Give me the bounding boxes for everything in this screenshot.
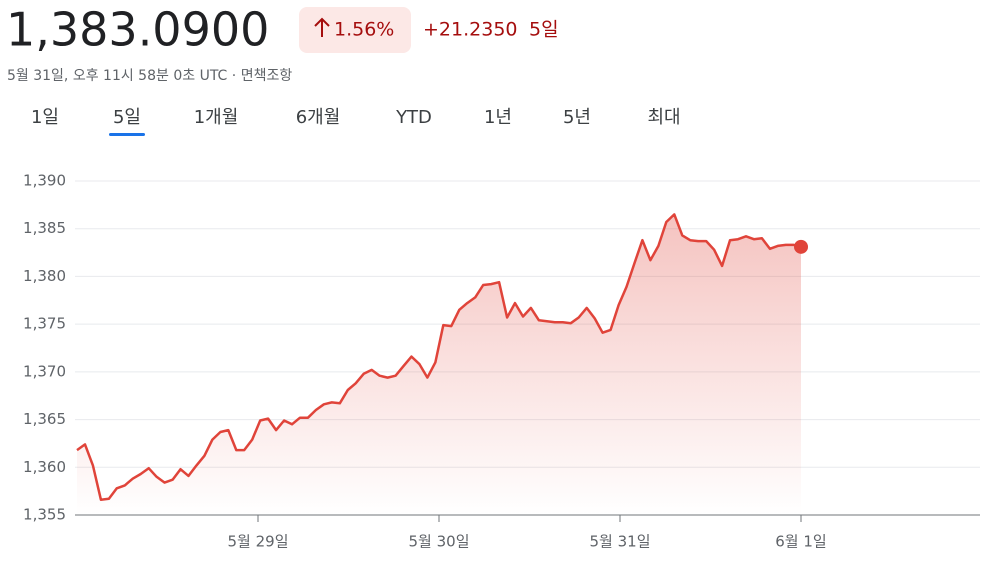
price: 1,383.0900 [6, 3, 269, 57]
y-tick-label: 1,385 [23, 219, 66, 237]
plot: 1,355 1,360 1,365 1,370 1,375 1,380 1,385 1,390… [23, 172, 980, 551]
line [76, 213, 802, 501]
disclaimer-link[interactable]: 면책조항 [241, 68, 293, 84]
range-tab[interactable]: 1개월 [194, 107, 239, 128]
range-tabs: 1일 5일 1개월 6개월 YTD 1년 5년 최대 [31, 107, 681, 136]
y-tick-label: 1,355 [23, 506, 66, 524]
selected-underline [109, 133, 145, 136]
range-tab[interactable]: YTD [395, 107, 432, 128]
y-tick-label: 1,365 [23, 410, 66, 428]
x-tick-label: 5월 31일 [590, 533, 651, 551]
x-tick-label: 5월 29일 [228, 533, 289, 551]
y-tick-label: 1,380 [23, 267, 66, 285]
range-tab[interactable]: 1일 [31, 107, 59, 128]
y-tick-label: 1,370 [23, 362, 66, 380]
change: +21.2350 [423, 19, 518, 41]
y-tick-label: 1,390 [23, 172, 66, 190]
y-tick-label: 1,360 [23, 458, 66, 476]
up-arrow-icon [314, 17, 330, 37]
change-percent: 1.56% [334, 19, 394, 41]
timestamp-text: 5월 31일, 오후 11시 58분 0초 UTC [7, 68, 228, 84]
period: 5일 [529, 19, 559, 41]
range-tab[interactable]: 5일 [113, 107, 141, 128]
range-tab[interactable]: 6개월 [296, 107, 341, 128]
timestamp: 5월 31일, 오후 11시 58분 0초 UTC · 면책조항 [7, 68, 292, 84]
range-tab[interactable]: 최대 [647, 107, 680, 128]
y-tick-label: 1,375 [23, 315, 66, 333]
x-tick-label: 5월 30일 [409, 533, 470, 551]
range-tab[interactable]: 1년 [484, 107, 512, 128]
area [77, 214, 801, 515]
separator: · [232, 68, 236, 84]
change-badge [299, 7, 411, 53]
last-point [794, 239, 808, 254]
x-tick-label: 6월 1일 [775, 533, 826, 551]
range-tab[interactable]: 5년 [563, 107, 591, 128]
